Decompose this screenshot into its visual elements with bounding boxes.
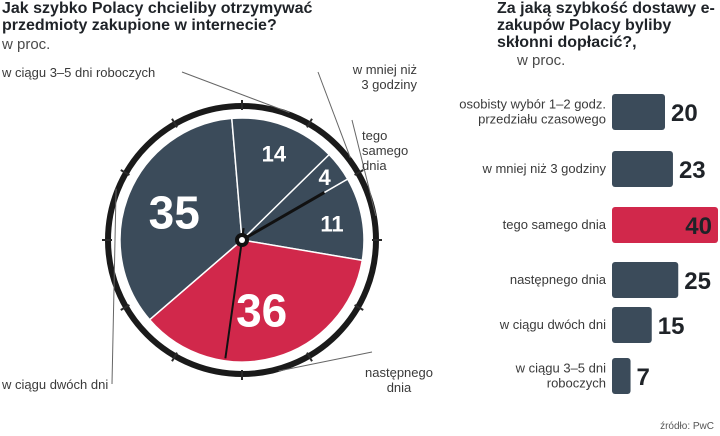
clock-tick bbox=[120, 304, 130, 311]
pie-slice bbox=[241, 153, 349, 241]
bar-category-label: w mniej niż 3 godziny bbox=[481, 161, 606, 176]
bar bbox=[612, 94, 665, 130]
pie-category-label: dnia bbox=[387, 380, 412, 395]
callout-leader bbox=[317, 71, 351, 158]
callout-leader bbox=[278, 351, 373, 372]
pie-category-label: tego bbox=[362, 128, 387, 143]
pie-value-label: 36 bbox=[236, 285, 287, 337]
clock-hands bbox=[224, 191, 326, 359]
bar-category-label: w ciągu 3–5 dni bbox=[515, 361, 606, 376]
bar-value-label: 20 bbox=[671, 100, 698, 127]
pie-value-label: 14 bbox=[262, 142, 287, 167]
bar-category-label: w ciągu dwóch dni bbox=[499, 317, 606, 332]
pie-category-label: dnia bbox=[362, 158, 387, 173]
pie-category-label: następnego bbox=[365, 365, 433, 380]
pie-category-label: samego bbox=[362, 143, 408, 158]
pie-value-labels: 11 36 35 14 4 bbox=[149, 142, 344, 337]
pie-slice bbox=[230, 117, 331, 242]
pie-slices bbox=[119, 117, 365, 363]
pie-slice bbox=[148, 239, 364, 363]
clock-tick bbox=[306, 118, 313, 128]
bar-chart-unit: w proc. bbox=[517, 52, 566, 69]
pie-chart-title: Jak szybko Polacy chcieliby otrzymywać p… bbox=[2, 0, 313, 34]
pie-slice bbox=[119, 117, 243, 321]
clock-tick bbox=[354, 169, 364, 176]
pie-category-label: 3 godziny bbox=[361, 77, 417, 92]
source-note: źródło: PwC bbox=[660, 421, 714, 432]
pie-category-label: w ciągu 3–5 dni roboczych bbox=[1, 65, 155, 80]
callout-leader bbox=[351, 119, 377, 217]
bar-category-label: następnego dnia bbox=[510, 272, 607, 287]
clock-hub-center bbox=[239, 237, 245, 243]
callout-leader bbox=[181, 71, 290, 113]
pie-value-label: 35 bbox=[149, 186, 200, 238]
bar-value-label: 7 bbox=[637, 364, 650, 391]
pie-category-label: w ciągu dwóch dni bbox=[1, 377, 108, 392]
bars: osobisty wybór 1–2 godz.przedziału czaso… bbox=[459, 94, 718, 394]
bar-value-label: 15 bbox=[658, 313, 685, 340]
pie-slice bbox=[239, 177, 365, 262]
bar-chart-title: Za jaką szybkość dostawy e-zakupów Polac… bbox=[497, 0, 715, 51]
bar-value-label: 25 bbox=[684, 268, 711, 295]
bar-value-label: 23 bbox=[679, 157, 706, 184]
bar bbox=[612, 151, 673, 187]
callout-leader bbox=[111, 188, 117, 385]
pie-value-label: 4 bbox=[318, 165, 331, 190]
clock-tick bbox=[171, 118, 178, 128]
clock-hand-second bbox=[224, 227, 245, 359]
clock-tick bbox=[171, 352, 178, 362]
clock-tick bbox=[354, 304, 364, 311]
pie-value-label: 11 bbox=[320, 211, 343, 236]
clock-tick bbox=[306, 352, 313, 362]
bar bbox=[612, 307, 652, 343]
bar-category-label: osobisty wybór 1–2 godz. bbox=[459, 97, 606, 112]
clock-ticks bbox=[102, 100, 382, 380]
pie-chart-unit: w proc. bbox=[2, 36, 51, 53]
bar-category-label: roboczych bbox=[547, 376, 606, 391]
bar bbox=[612, 262, 679, 298]
bar-value-label: 40 bbox=[685, 213, 712, 240]
bar bbox=[612, 207, 718, 243]
pie-category-label: w mniej niż bbox=[352, 62, 417, 77]
clock-hand-minute bbox=[241, 191, 326, 242]
clock-tick bbox=[120, 169, 130, 176]
bar bbox=[612, 358, 631, 394]
bar-category-label: tego samego dnia bbox=[503, 217, 607, 232]
bar-category-label: przedziału czasowego bbox=[478, 112, 606, 127]
